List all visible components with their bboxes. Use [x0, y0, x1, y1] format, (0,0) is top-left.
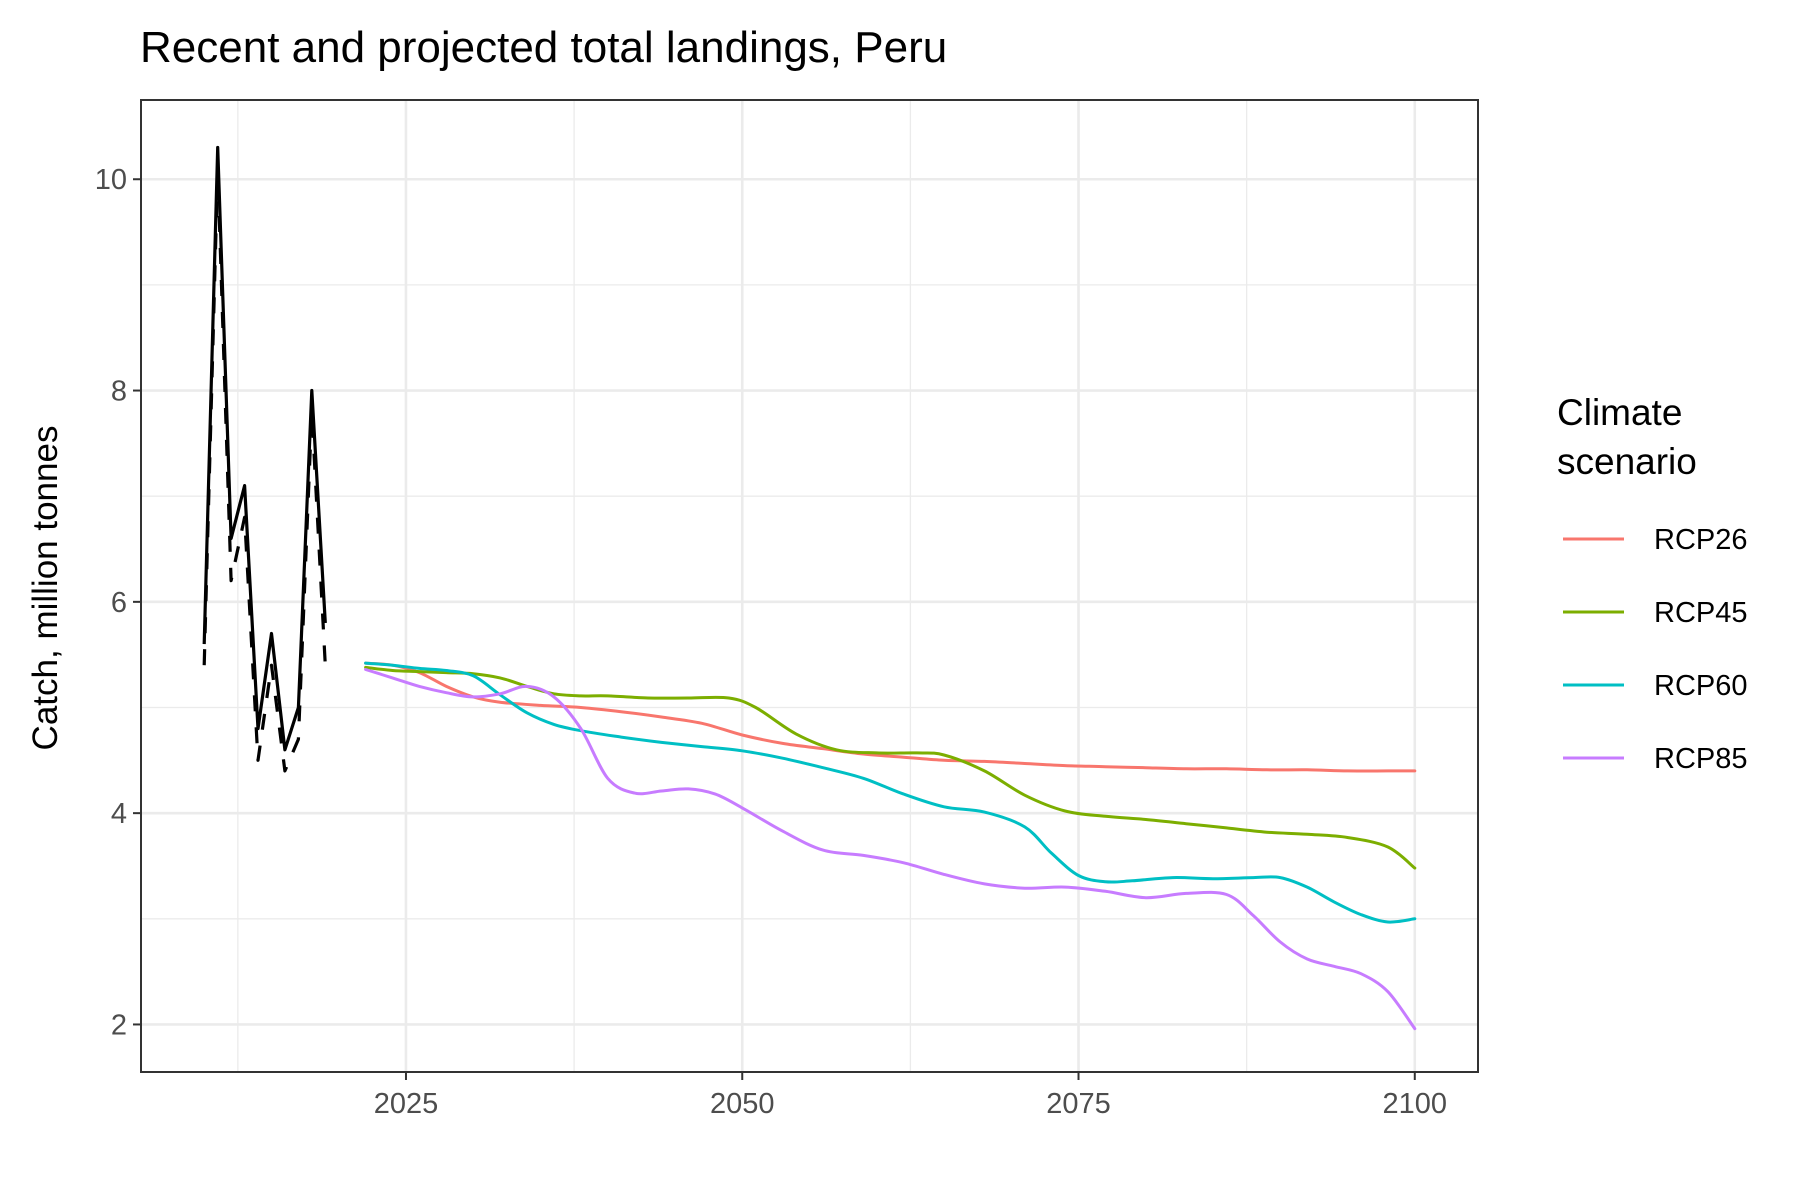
historical-lines [202, 145, 327, 773]
legend-label: RCP45 [1654, 597, 1748, 629]
legend-label: RCP85 [1654, 743, 1748, 775]
x-tick-label: 2050 [710, 1088, 775, 1120]
legend-label: RCP26 [1654, 524, 1748, 556]
legend-title-line: Climate [1557, 392, 1682, 433]
legend-title-line: scenario [1557, 441, 1697, 482]
y-axis-ticks: 2 4 6 8 10 [95, 164, 141, 1041]
legend-item-rcp45: RCP45 [1563, 597, 1748, 629]
legend-items: RCP26 RCP45 RCP60 RCP85 [1563, 524, 1748, 775]
y-tick-label: 6 [111, 587, 127, 619]
y-tick-label: 10 [95, 164, 127, 196]
y-tick-label: 8 [111, 376, 127, 408]
legend-item-rcp85: RCP85 [1563, 743, 1748, 775]
x-axis-ticks: 2025 2050 2075 2100 [374, 1072, 1447, 1120]
chart-title: Recent and projected total landings, Per… [140, 23, 947, 72]
historical-line-solid [202, 145, 327, 752]
legend-item-rcp60: RCP60 [1563, 670, 1748, 702]
y-tick-label: 2 [111, 1009, 127, 1041]
y-axis-title: Catch, million tonnes [26, 426, 65, 751]
major-gridlines [141, 100, 1478, 1072]
minor-gridlines [141, 100, 1478, 1072]
scenario-lines [364, 661, 1417, 1031]
series-line-rcp26 [364, 661, 1417, 773]
legend: Climate scenario RCP26 RCP45 RCP60 RCP85 [1557, 392, 1748, 775]
y-tick-label: 4 [111, 798, 127, 830]
x-tick-label: 2100 [1383, 1088, 1448, 1120]
series-line-rcp60 [364, 661, 1417, 924]
x-tick-label: 2025 [374, 1088, 439, 1120]
legend-label: RCP60 [1654, 670, 1748, 702]
series-line-rcp85 [364, 668, 1417, 1031]
plot-panel-border [140, 99, 1479, 1073]
legend-item-rcp26: RCP26 [1563, 524, 1748, 556]
x-tick-label: 2075 [1046, 1088, 1111, 1120]
legend-title: Climate scenario [1557, 392, 1697, 482]
series-line-rcp45 [364, 665, 1417, 870]
